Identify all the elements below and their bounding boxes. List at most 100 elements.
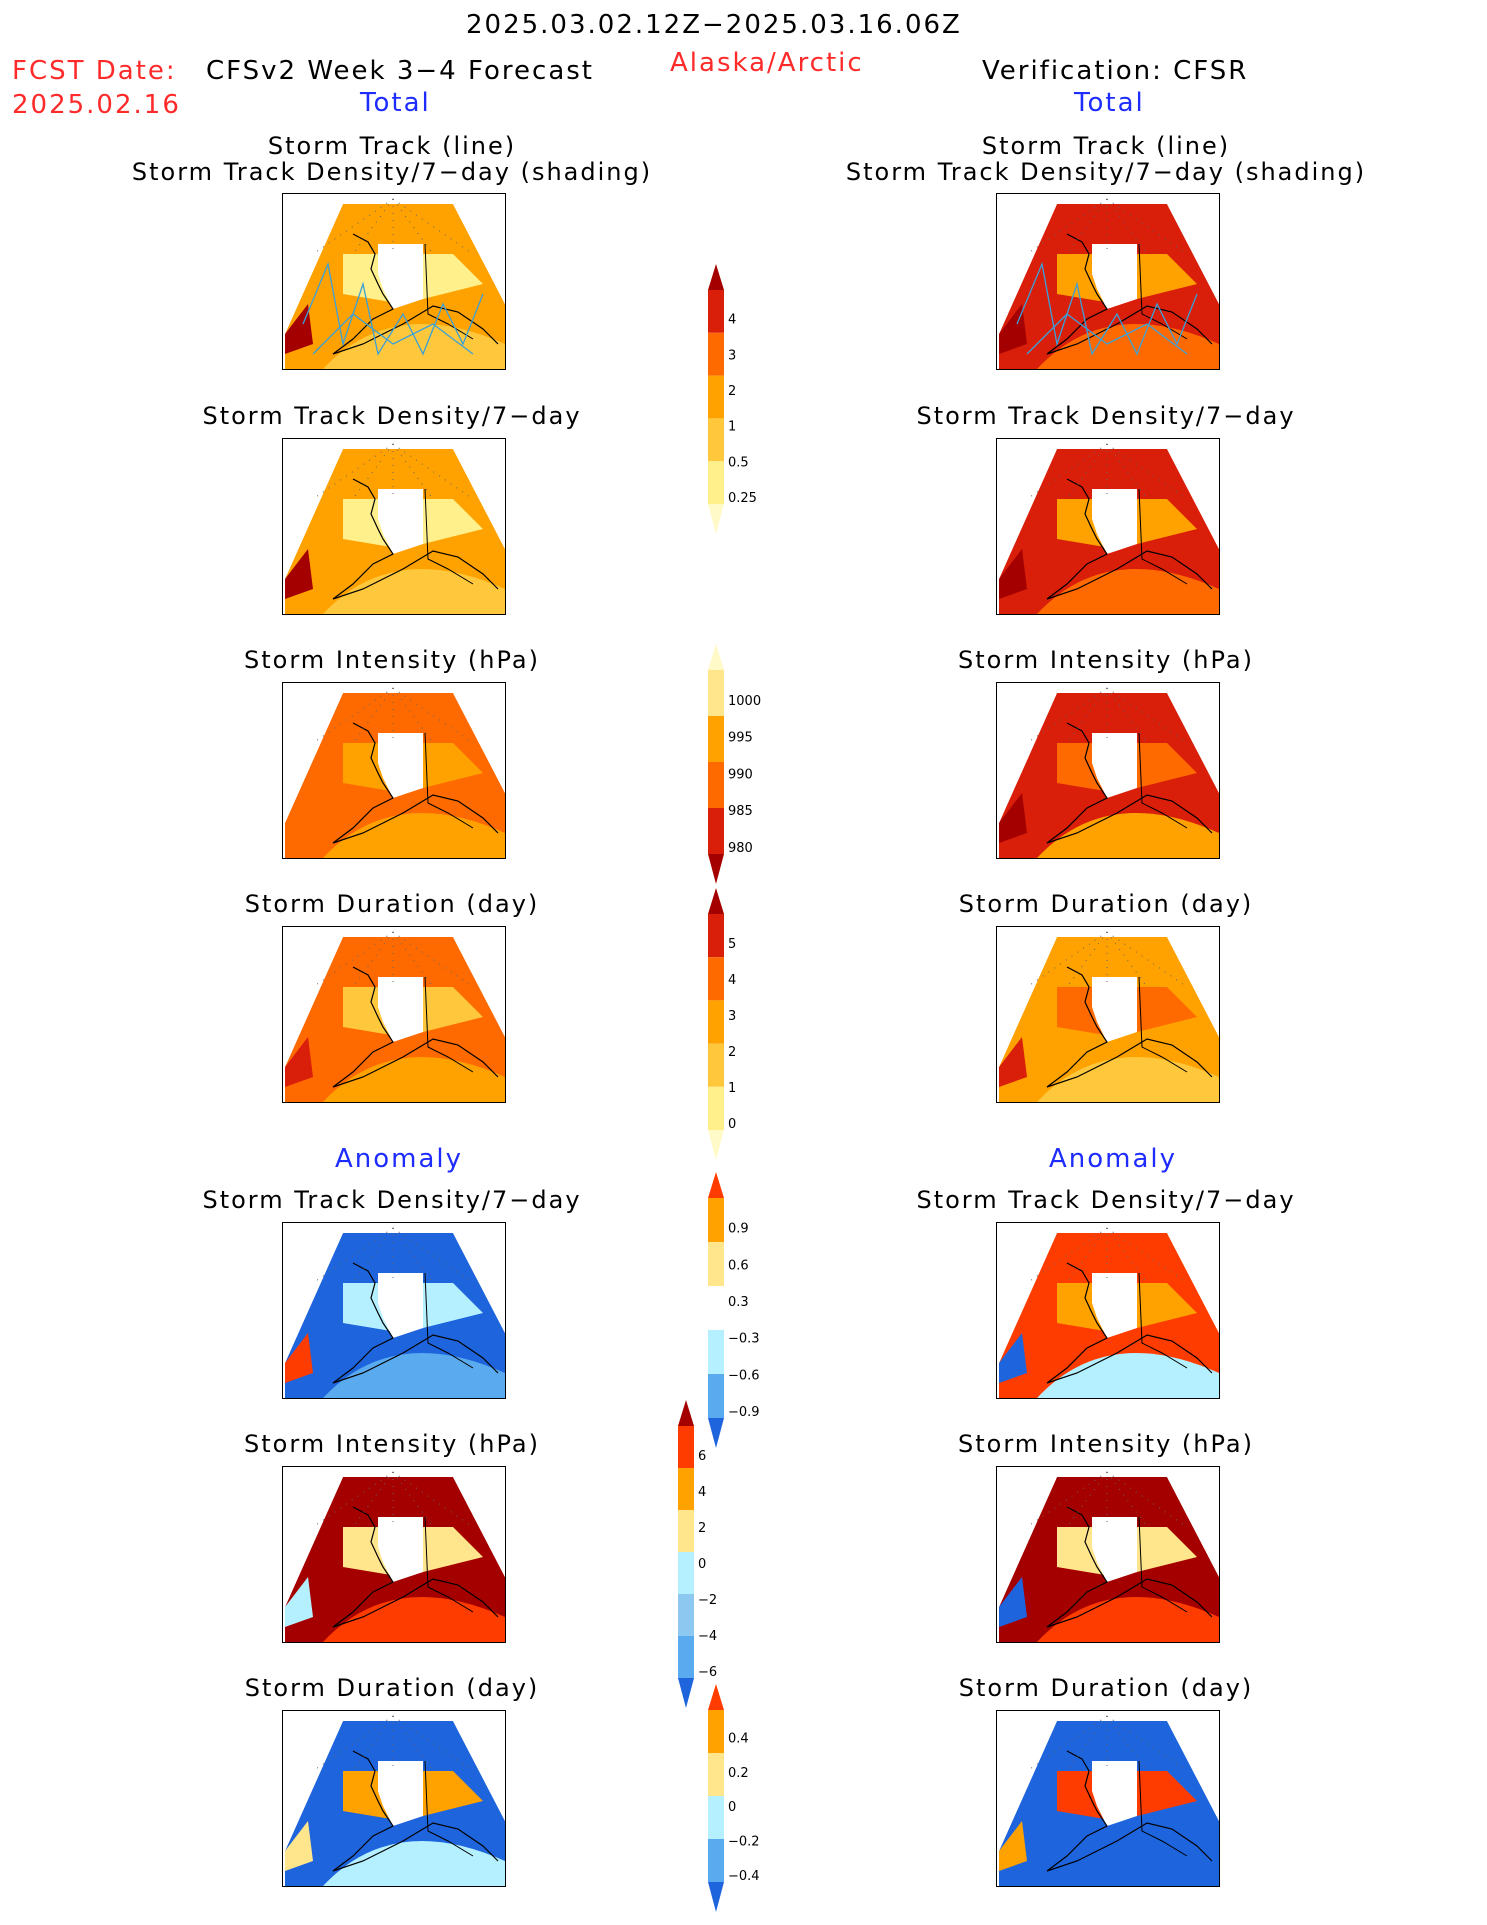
map-right-anom-intensity	[996, 1466, 1220, 1643]
colorbar-tick-label: 0.5	[728, 455, 749, 470]
right-anom-density-title: Storm Track Density/7−day	[916, 1186, 1296, 1214]
colorbar-tick-label: −0.9	[728, 1405, 760, 1420]
storm-track-line	[302, 261, 484, 356]
map-right-anom-duration	[996, 1710, 1220, 1887]
colorbar-top-arrow	[708, 888, 724, 914]
colorbar-tick-label: 5	[728, 937, 736, 952]
map-border	[424, 976, 474, 1073]
colorbar-top-arrow	[708, 644, 724, 670]
colorbar-tick-label: 2	[728, 1045, 736, 1060]
map-nodata-area	[283, 927, 505, 1067]
right-total-label: Total	[1074, 88, 1145, 118]
map-border	[424, 1760, 474, 1857]
map-region-west	[285, 1577, 313, 1627]
right-title: Verification: CFSR	[982, 56, 1249, 86]
map-meridian	[392, 443, 434, 500]
map-region-south	[1037, 813, 1219, 858]
colorbar-segment	[708, 1043, 724, 1087]
map-left-duration	[282, 926, 506, 1103]
colorbar-segment	[708, 1198, 724, 1242]
colorbar-segment	[708, 418, 724, 462]
map-border	[1138, 1516, 1188, 1613]
map-meridian	[1106, 931, 1148, 988]
colorbar-tick-label: 0.3	[728, 1295, 749, 1310]
colorbar-segment	[708, 1374, 724, 1418]
map-nodata-area	[997, 1223, 1219, 1363]
map-land-mask	[1092, 1517, 1137, 1582]
storm-track-line	[312, 313, 474, 355]
map-region-west	[285, 1037, 313, 1087]
map-meridian	[352, 931, 394, 988]
colorbar-tick-label: 1	[728, 420, 736, 435]
map-land-mask	[378, 244, 423, 309]
right-duration-title: Storm Duration (day)	[958, 890, 1254, 918]
colorbar-density-anom: 0.9 0.6 0.3 −0.3 −0.6 −0.9	[700, 1170, 770, 1460]
map-border	[1138, 1760, 1188, 1857]
colorbar-tick-label: 985	[728, 804, 753, 819]
colorbar-segment	[678, 1510, 694, 1552]
right-intensity-title: Storm Intensity (hPa)	[958, 646, 1254, 674]
map-nodata-area	[997, 194, 1219, 334]
map-meridian	[1066, 1471, 1108, 1528]
right-track-shading-title: Storm Track Density/7−day (shading)	[845, 158, 1367, 186]
map-meridian	[1106, 1471, 1148, 1528]
left-track-shading-title: Storm Track Density/7−day (shading)	[131, 158, 653, 186]
colorbar-segment	[678, 1468, 694, 1510]
right-anom-intensity-title: Storm Intensity (hPa)	[958, 1430, 1254, 1458]
colorbar-tick-label: 0.25	[728, 491, 757, 506]
colorbar-segment	[708, 1839, 724, 1882]
map-nodata-area	[997, 683, 1219, 823]
map-nodata-area	[997, 1711, 1219, 1851]
colorbar-density: 4 3 2 1 0.5 0.25	[700, 262, 770, 546]
colorbar-tick-label: −6	[698, 1665, 717, 1680]
map-meridian	[392, 1471, 434, 1528]
map-right-density	[996, 438, 1220, 615]
map-border	[424, 1272, 474, 1369]
map-region-south	[1037, 1597, 1219, 1642]
map-land-mask	[1092, 489, 1137, 554]
colorbar-tick-label: 0.2	[728, 1766, 749, 1781]
region-label: Alaska/Arctic	[670, 48, 864, 78]
right-anomaly-label: Anomaly	[1049, 1144, 1178, 1174]
colorbar-segment	[708, 1286, 724, 1330]
map-meridian	[392, 687, 434, 744]
colorbar-tick-label: 6	[698, 1449, 706, 1464]
colorbar-intensity: 1000 995 990 985 980	[700, 642, 770, 896]
map-region-west	[999, 1333, 1027, 1383]
map-region-west	[285, 793, 313, 843]
left-anom-density-title: Storm Track Density/7−day	[202, 1186, 582, 1214]
colorbar-segment	[678, 1552, 694, 1594]
left-anom-duration-title: Storm Duration (day)	[244, 1674, 540, 1702]
colorbar-tick-label: 1	[728, 1081, 736, 1096]
map-right-track	[996, 193, 1220, 370]
colorbar-tick-label: 4	[728, 313, 736, 328]
colorbar-tick-label: 2	[698, 1521, 706, 1536]
colorbar-bottom-arrow	[708, 1882, 724, 1912]
map-meridian	[352, 443, 394, 500]
map-border	[424, 732, 474, 829]
map-land-mask	[378, 977, 423, 1042]
map-meridian	[392, 931, 434, 988]
left-density-title: Storm Track Density/7−day	[202, 402, 582, 430]
map-coastline	[1046, 1750, 1213, 1872]
map-meridian	[1106, 198, 1148, 255]
map-land-mask	[378, 489, 423, 554]
map-region-west	[285, 1821, 313, 1871]
colorbar-tick-label: 4	[728, 973, 736, 988]
colorbar-bottom-arrow	[708, 1130, 724, 1160]
colorbar-duration-anom: 0.4 0.2 0 −0.2 −0.4	[700, 1682, 770, 1924]
map-border	[1138, 976, 1188, 1073]
map-meridian	[352, 1227, 394, 1284]
left-title: CFSv2 Week 3−4 Forecast	[206, 56, 594, 86]
map-border	[1138, 732, 1188, 829]
storm-track-line	[1016, 261, 1198, 356]
map-land-mask	[1092, 1761, 1137, 1826]
map-region-south	[1037, 1057, 1219, 1102]
fcst-label: FCST Date:	[12, 56, 177, 86]
map-region-south	[323, 1057, 505, 1102]
colorbar-segment	[708, 375, 724, 419]
map-left-intensity	[282, 682, 506, 859]
map-nodata-area	[283, 1467, 505, 1607]
map-meridian	[352, 198, 394, 255]
colorbar-top-arrow	[708, 1172, 724, 1198]
